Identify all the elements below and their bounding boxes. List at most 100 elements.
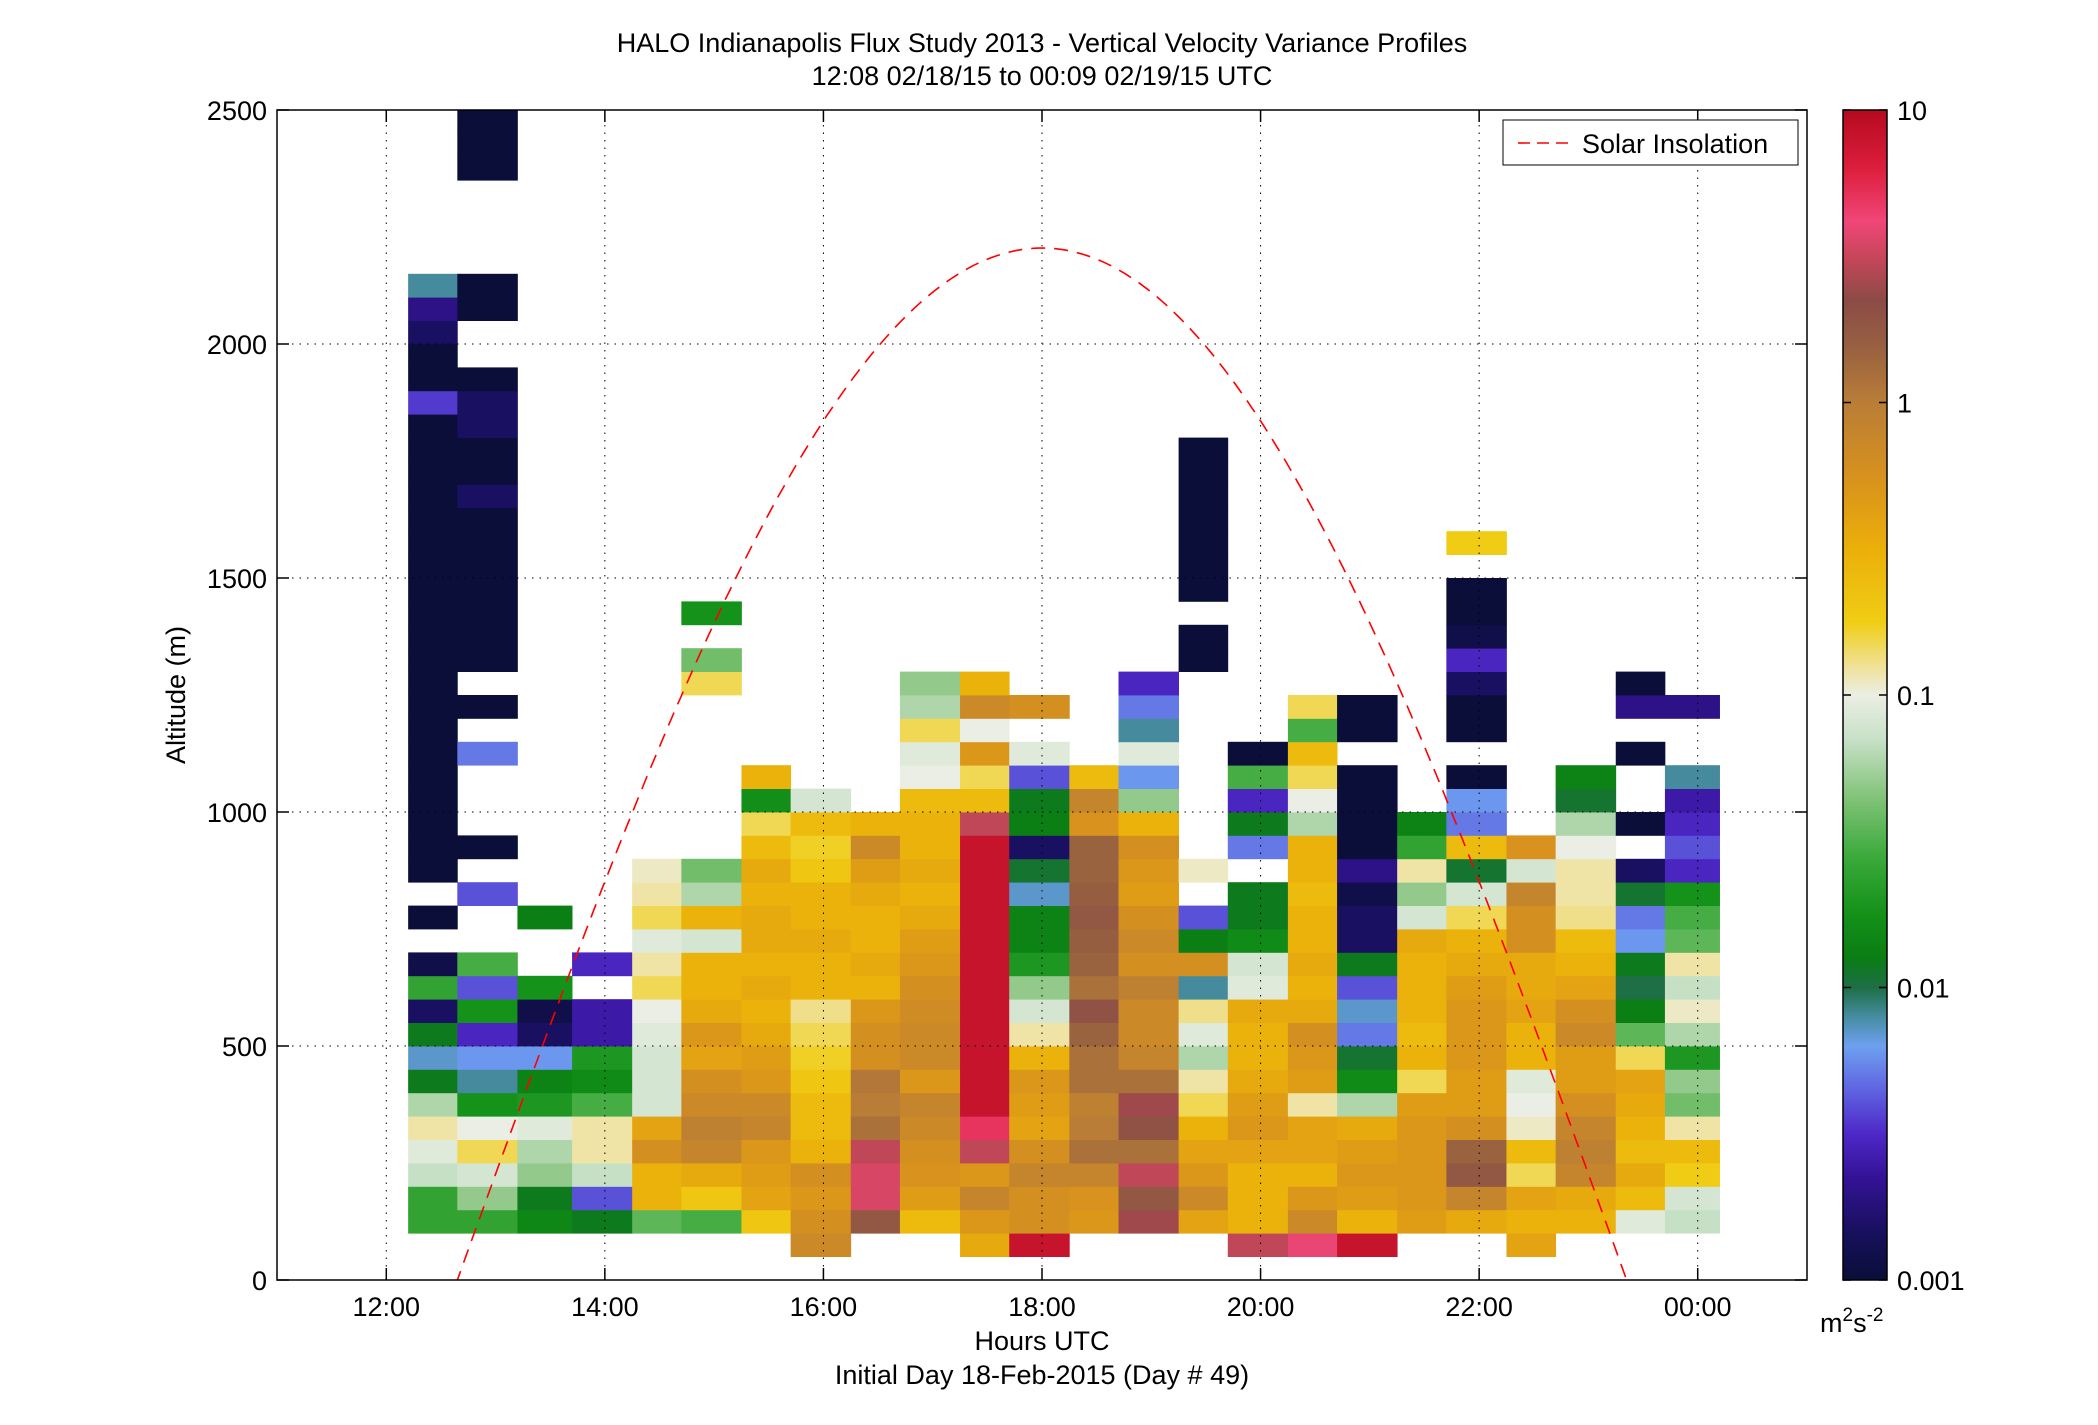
y-tick-label: 2000 [207, 330, 267, 360]
heatmap-cell [1118, 1139, 1180, 1164]
heatmap-cell [1287, 1116, 1338, 1140]
heatmap-cell [681, 975, 742, 1000]
heatmap-cell [457, 601, 518, 626]
heatmap-cell [1009, 952, 1070, 977]
x-tick-label: 16:00 [790, 1292, 858, 1322]
heatmap-cell [1227, 1139, 1289, 1164]
heatmap-cell [790, 788, 852, 813]
heatmap-cell [1506, 1022, 1557, 1047]
heatmap-cell [1069, 1046, 1119, 1070]
colorbar: 0.001 0.01 0.1 1 10 m2s-2 [1820, 96, 1965, 1338]
heatmap-cell [1009, 788, 1070, 813]
heatmap-cell [1555, 1069, 1617, 1094]
heatmap-cell [408, 858, 458, 883]
heatmap-cell [1506, 905, 1557, 930]
heatmap-cell [1178, 648, 1229, 672]
heatmap-cell [741, 835, 792, 860]
heatmap-cell [1178, 929, 1229, 953]
heatmap-cell [1227, 952, 1289, 977]
heatmap-cell [899, 1209, 961, 1234]
heatmap-cell [1069, 858, 1119, 883]
heatmap-cell [408, 1092, 458, 1117]
heatmap-cell [899, 999, 961, 1023]
heatmap-cell [1069, 999, 1119, 1023]
heatmap-cell [1118, 1163, 1180, 1187]
heatmap-cell [1009, 975, 1070, 1000]
heatmap-cell [899, 1069, 961, 1094]
heatmap-cell [1227, 1116, 1289, 1140]
heatmap-cell [1664, 1209, 1720, 1234]
y-tick-label: 2500 [207, 96, 267, 126]
heatmap-cell [1555, 812, 1617, 836]
heatmap-cell [899, 1046, 961, 1070]
heatmap-cell [1227, 999, 1289, 1023]
heatmap-cell [1397, 952, 1447, 977]
heatmap-cell [1664, 975, 1720, 1000]
x-tick-label: 20:00 [1227, 1292, 1295, 1322]
heatmap-cell [408, 531, 458, 555]
heatmap-cell [457, 297, 518, 321]
heatmap-cell [408, 1046, 458, 1070]
heatmap-cell [741, 1046, 792, 1070]
heatmap-cell [850, 835, 901, 860]
heatmap-cell [960, 905, 1010, 930]
heatmap-cell [681, 1022, 742, 1047]
x-tick-label: 18:00 [1008, 1292, 1076, 1322]
heatmap-cell [1555, 1046, 1617, 1070]
heatmap-cell [1178, 578, 1229, 602]
heatmap-cell [1178, 437, 1229, 462]
x-tick-label: 00:00 [1664, 1292, 1732, 1322]
heatmap-cell [1337, 835, 1398, 860]
heatmap-cell [408, 975, 458, 1000]
colorbar-tick-label: 0.1 [1897, 681, 1935, 711]
heatmap-cell [1446, 765, 1507, 789]
heatmap-cell [790, 975, 852, 1000]
heatmap-cell [1287, 1233, 1338, 1257]
heatmap-cell [1446, 882, 1507, 906]
heatmap-cell [960, 1139, 1010, 1164]
colorbar-unit: m2s-2 [1820, 1305, 1883, 1338]
heatmap-cell [960, 1116, 1010, 1140]
heatmap-cell [1287, 788, 1338, 813]
heatmap-cell [1287, 835, 1338, 860]
heatmap-cell [960, 1022, 1010, 1047]
heatmap-cell [1009, 882, 1070, 906]
heatmap-cell [899, 1139, 961, 1164]
heatmap-cell [850, 882, 901, 906]
heatmap-cell [1555, 1209, 1617, 1234]
heatmap-cell [457, 624, 518, 649]
plot-area: 12:00 14:00 16:00 18:00 20:00 22:00 00:00 0 500… [207, 96, 1808, 1322]
colorbar-ticks: 0.001 0.01 0.1 1 10 [1843, 96, 1965, 1296]
heatmap-cell [1178, 858, 1229, 883]
heatmap-cell [960, 695, 1010, 719]
heatmap-cell [1118, 952, 1180, 977]
heatmap-cell [632, 905, 682, 930]
colorbar-tick-label: 0.001 [1897, 1266, 1965, 1296]
heatmap-cell [1118, 718, 1180, 743]
heatmap-cell [1227, 1186, 1289, 1211]
heatmap-cell [1555, 858, 1617, 883]
heatmap-cell [850, 1186, 901, 1211]
heatmap-cell [1615, 1069, 1666, 1094]
heatmap-cell [899, 765, 961, 789]
heatmap-cell [1069, 788, 1119, 813]
heatmap-cell [790, 1186, 852, 1211]
heatmap-cell [1615, 1209, 1666, 1234]
heatmap-cell [1615, 1139, 1666, 1164]
heatmap-cell [1615, 1046, 1666, 1070]
y-axis-label: Altitude (m) [161, 626, 191, 764]
heatmap-cell [457, 133, 518, 158]
heatmap-cell [1069, 1069, 1119, 1094]
heatmap-cell [1118, 1116, 1180, 1140]
heatmap-cell [457, 1163, 518, 1187]
heatmap-cell [1397, 929, 1447, 953]
heatmap-cell [1446, 695, 1507, 719]
heatmap-cell [408, 601, 458, 626]
heatmap-cell [572, 1092, 633, 1117]
heatmap-cell [790, 858, 852, 883]
heatmap-cell [1178, 554, 1229, 579]
heatmap-cell [457, 975, 518, 1000]
colorbar-unit-exp1: 2 [1843, 1305, 1854, 1326]
heatmap-cell [681, 905, 742, 930]
heatmap-cell [1446, 975, 1507, 1000]
